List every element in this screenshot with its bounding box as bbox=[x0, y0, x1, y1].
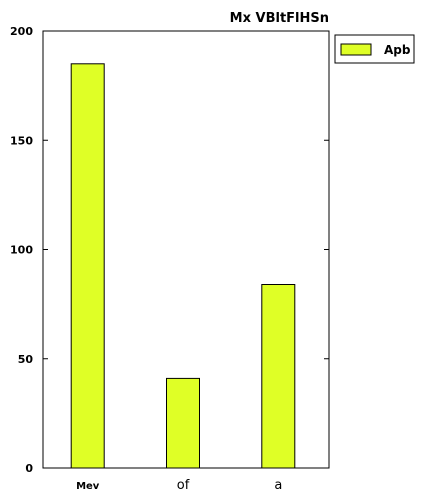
chart-title: Mx VBltFlHSn bbox=[230, 11, 329, 26]
y-tick-label-50: 50 bbox=[18, 353, 34, 366]
bar-mev bbox=[70, 63, 105, 469]
legend-swatch-apb bbox=[340, 43, 372, 56]
bar-a bbox=[261, 284, 296, 469]
x-tick-label-a: a bbox=[274, 478, 282, 493]
y-tick-label-100: 100 bbox=[10, 244, 33, 257]
y-tick-label-150: 150 bbox=[10, 134, 33, 147]
bars-group bbox=[70, 63, 296, 469]
x-tick-label-of: of bbox=[177, 478, 190, 493]
x-tick-label-mev: Mev bbox=[76, 481, 100, 492]
y-axis: 0 50 100 150 200 bbox=[10, 25, 329, 475]
bar-of bbox=[166, 377, 200, 469]
legend: Apb bbox=[334, 34, 415, 64]
y-tick-label-0: 0 bbox=[25, 462, 33, 475]
y-tick-label-200: 200 bbox=[10, 25, 33, 38]
legend-label-apb: Apb bbox=[384, 43, 411, 57]
x-axis: Mev of a bbox=[76, 478, 282, 493]
